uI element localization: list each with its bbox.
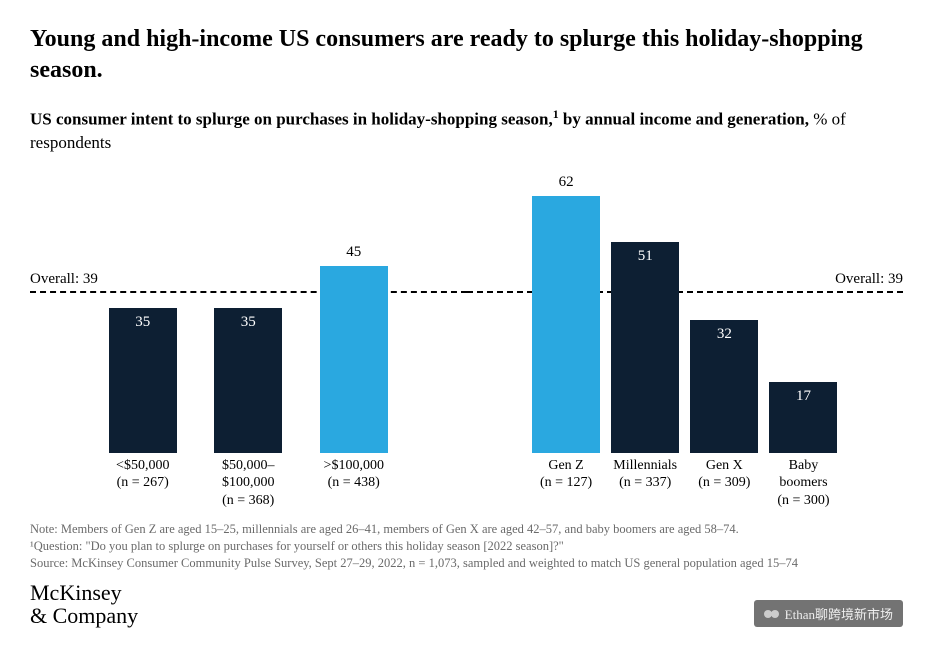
overall-label: Overall: 39	[30, 271, 98, 288]
chart-subtitle: US consumer intent to splurge on purchas…	[30, 106, 903, 155]
bar-slot: 35	[108, 308, 178, 453]
bar-value: 35	[109, 314, 177, 331]
category-label: Gen X(n = 309)	[685, 457, 764, 513]
bar: 45	[320, 266, 388, 452]
category-labels: <$50,000(n = 267)$50,000–$100,000(n = 36…	[90, 457, 407, 513]
bar-value: 32	[690, 326, 758, 343]
category-labels: Gen Z(n = 127)Millennials(n = 337)Gen X(…	[527, 457, 844, 513]
generation-panel: Overall: 39 62 51 32 17 Gen Z(n = 127)Millenn…	[467, 163, 904, 513]
bar-value: 35	[214, 314, 282, 331]
chart-title: Young and high-income US consumers are r…	[30, 24, 903, 86]
bar-value: 45	[320, 244, 388, 261]
income-panel: Overall: 39353545<$50,000(n = 267)$50,00…	[30, 163, 467, 513]
bar-slot: 17	[768, 382, 838, 452]
wechat-icon	[764, 610, 779, 618]
bar: 35	[109, 308, 177, 453]
bar-slot: 45	[319, 266, 389, 452]
bar: 17	[769, 382, 837, 452]
bar: 32	[690, 320, 758, 453]
bar-value: 17	[769, 388, 837, 405]
wechat-text: Ethan聊跨境新市场	[785, 604, 893, 623]
logo-line-1: McKinsey	[30, 581, 138, 604]
subtitle-strong-2: by annual income and generation,	[559, 110, 809, 129]
bar: 35	[214, 308, 282, 453]
category-label: $50,000–$100,000(n = 368)	[198, 457, 298, 513]
category-label: Babyboomers(n = 300)	[764, 457, 843, 513]
bar-slot: 62	[531, 196, 601, 453]
category-label: >$100,000(n = 438)	[304, 457, 404, 513]
bar-value: 62	[532, 174, 600, 191]
footer: McKinsey & Company Ethan聊跨境新市场	[30, 581, 903, 627]
bar-slot: 35	[213, 308, 283, 453]
overall-label: Overall: 39	[835, 271, 903, 288]
category-label: Gen Z(n = 127)	[527, 457, 606, 513]
note-line-2: ¹Question: "Do you plan to splurge on pu…	[30, 538, 903, 555]
note-line-1: Note: Members of Gen Z are aged 15–25, m…	[30, 521, 903, 538]
bar: 51	[611, 242, 679, 453]
bar: 62	[532, 196, 600, 453]
bar-chart: Overall: 39353545<$50,000(n = 267)$50,00…	[30, 163, 903, 513]
logo-line-2: & Company	[30, 604, 138, 627]
wechat-badge: Ethan聊跨境新市场	[754, 600, 903, 627]
chart-notes: Note: Members of Gen Z are aged 15–25, m…	[30, 521, 903, 572]
subtitle-strong: US consumer intent to splurge on purchas…	[30, 110, 553, 129]
bars-group: 35 35 45	[90, 163, 407, 453]
bar-slot: 51	[610, 242, 680, 453]
mckinsey-logo: McKinsey & Company	[30, 581, 138, 627]
bars-group: 62 51 32 17	[527, 163, 844, 453]
bar-value: 51	[611, 248, 679, 265]
category-label: <$50,000(n = 267)	[93, 457, 193, 513]
note-line-3: Source: McKinsey Consumer Community Puls…	[30, 555, 903, 572]
category-label: Millennials(n = 337)	[606, 457, 685, 513]
bar-slot: 32	[689, 320, 759, 453]
